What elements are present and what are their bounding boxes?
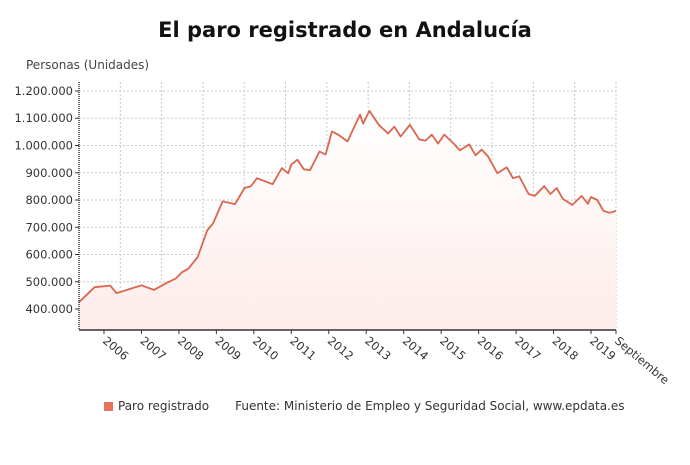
chart-title: El paro registrado en Andalucía [158,18,532,42]
line-chart: 400.000 500.000 600.000 700.000 800.000 900.0… [14,82,672,387]
x-tick-label: 2019 [587,334,618,364]
y-tick-label: 1.200.000 [14,84,73,98]
legend-label: Paro registrado [118,399,210,413]
x-tick-label: 2013 [362,334,393,364]
y-tick-label: 1.100.000 [14,111,73,125]
y-tick-label: 800.000 [25,193,73,207]
x-tick-label: 2017 [512,334,543,364]
x-tick-label: Septiembre [612,334,672,387]
y-tick-label: 400.000 [25,302,73,316]
x-tick-label: 2011 [287,334,318,364]
legend-swatch [104,401,113,411]
x-tick-label: 2012 [325,334,356,364]
x-tick-label: 2016 [475,334,506,364]
legend: Paro registrado Fuente: Ministerio de Em… [104,399,625,413]
x-tick-label: 2009 [212,334,243,364]
y-tick-label: 500.000 [25,275,73,289]
x-tick-label: 2007 [138,334,169,364]
x-tick-label: 2008 [175,334,206,364]
area-fill [79,110,616,331]
x-tick-label: 2006 [100,334,131,364]
x-tick-label: 2014 [400,334,431,364]
y-tick-label: 1.000.000 [14,138,73,152]
y-tick-label: 600.000 [25,248,73,262]
y-tick-label: 700.000 [25,220,73,234]
y-tick-label: 900.000 [25,166,73,180]
x-tick-label: 2015 [437,334,468,364]
source-note: Fuente: Ministerio de Empleo y Seguridad… [235,399,625,413]
x-tick-label: 2010 [250,334,281,364]
y-axis-label: Personas (Unidades) [26,58,150,72]
x-tick-label: 2018 [550,334,581,364]
